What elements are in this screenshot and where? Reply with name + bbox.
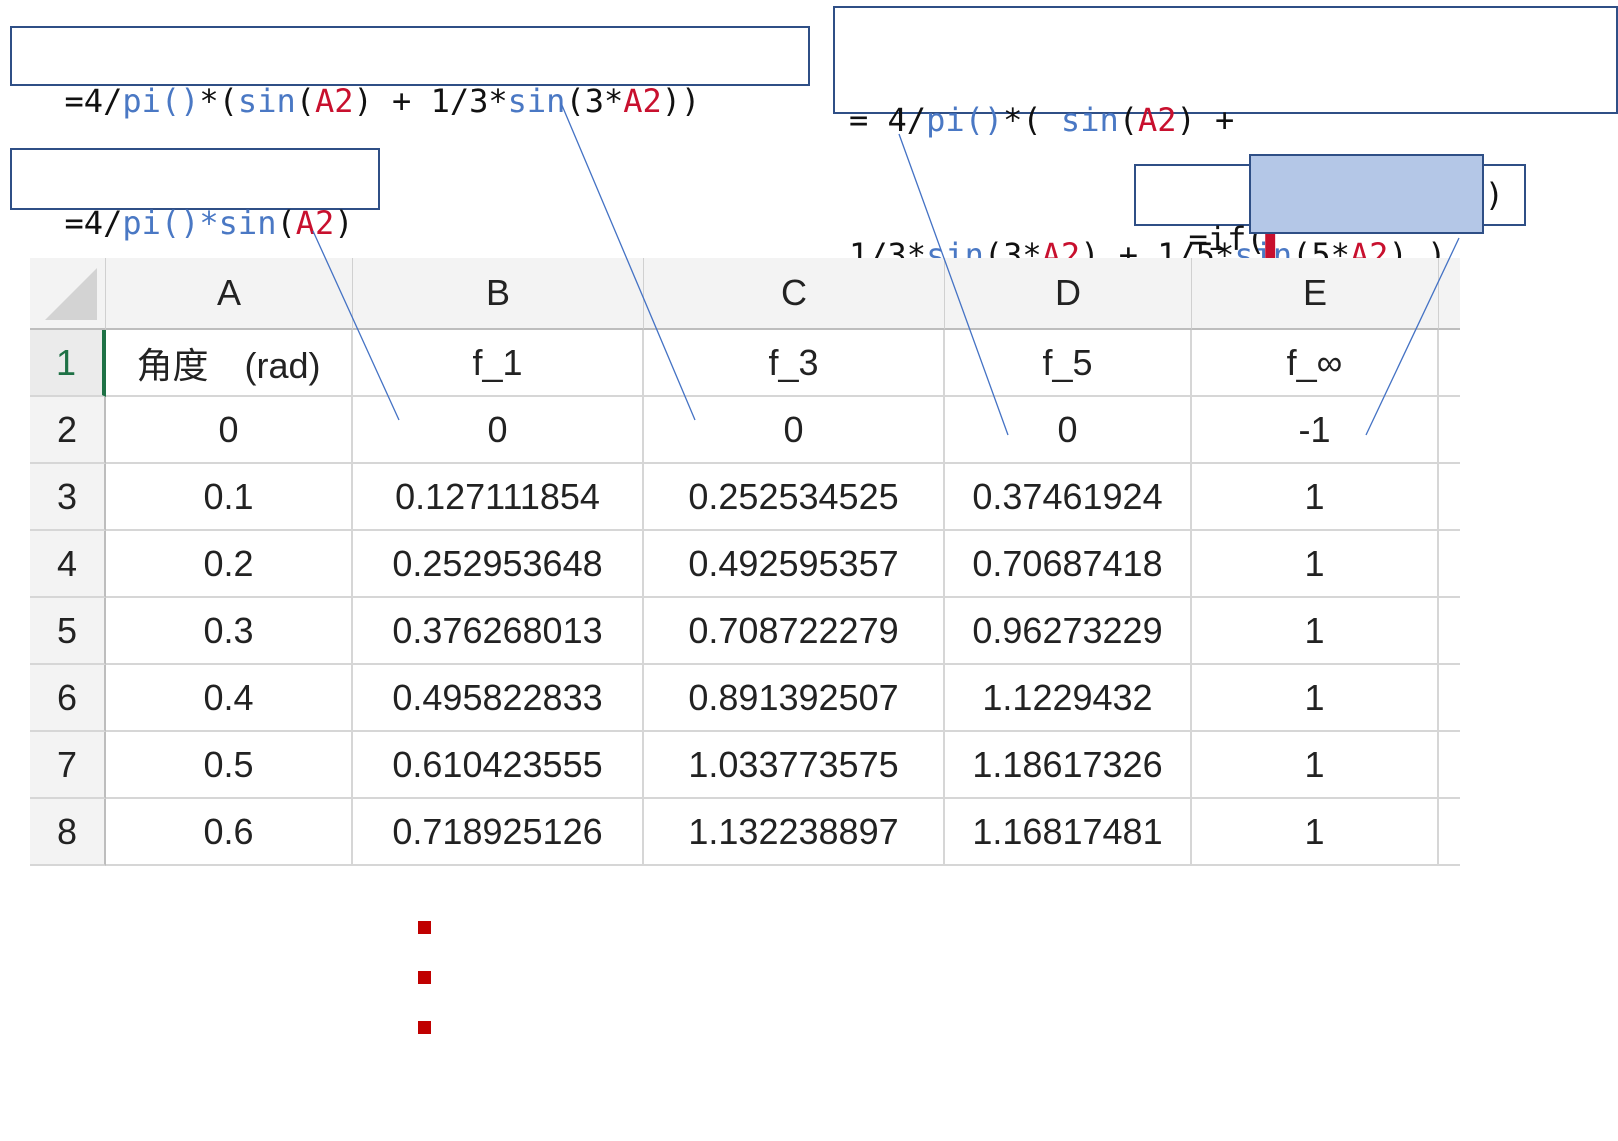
formula-token: ( xyxy=(276,204,296,242)
row-header-4[interactable]: 4 xyxy=(30,531,106,598)
formula-token: *( xyxy=(1003,101,1061,139)
formula-token: sin xyxy=(507,82,566,120)
cell-c6[interactable]: 0.891392507 xyxy=(644,665,945,732)
formula-token: ) xyxy=(334,204,354,242)
select-all-triangle-icon xyxy=(45,268,97,320)
cell-b7[interactable]: 0.610423555 xyxy=(353,732,644,799)
cell-d1[interactable]: f_5 xyxy=(945,330,1192,397)
column-header-c[interactable]: C xyxy=(644,258,945,330)
cell-b5[interactable]: 0.376268013 xyxy=(353,598,644,665)
cell-e2[interactable]: -1 xyxy=(1192,397,1439,464)
formula-token: ) + 1/3* xyxy=(353,82,508,120)
cell-b1[interactable]: f_1 xyxy=(353,330,644,397)
row-header-6[interactable]: 6 xyxy=(30,665,106,732)
column-header-d[interactable]: D xyxy=(945,258,1192,330)
cell-b4[interactable]: 0.252953648 xyxy=(353,531,644,598)
cell-c1[interactable]: f_3 xyxy=(644,330,945,397)
cell-filler xyxy=(1439,531,1460,598)
cell-b2[interactable]: 0 xyxy=(353,397,644,464)
formula-token: ) + xyxy=(1176,101,1235,139)
row-header-7[interactable]: 7 xyxy=(30,732,106,799)
cell-filler xyxy=(1439,732,1460,799)
formula-token: ( xyxy=(1118,101,1138,139)
cell-filler xyxy=(1439,665,1460,732)
spreadsheet-grid: A B C D E 1 角度 (rad) f_1 f_3 f_5 f_∞ 2 0 0 0 0 -1 3 0.1 0.1… xyxy=(30,258,1460,866)
cell-a6[interactable]: 0.4 xyxy=(106,665,353,732)
cell-c2[interactable]: 0 xyxy=(644,397,945,464)
formula-token: A2 xyxy=(314,82,354,120)
ellipsis-dot xyxy=(418,1021,431,1034)
row-header-5[interactable]: 5 xyxy=(30,598,106,665)
row-header-2[interactable]: 2 xyxy=(30,397,106,464)
cell-d6[interactable]: 1.1229432 xyxy=(945,665,1192,732)
formula-token: = 4/ xyxy=(849,101,927,139)
formula-token: =4/ xyxy=(64,204,123,242)
row-header-8[interactable]: 8 xyxy=(30,799,106,866)
cell-b3[interactable]: 0.127111854 xyxy=(353,464,644,531)
cell-a7[interactable]: 0.5 xyxy=(106,732,353,799)
column-header-filler xyxy=(1439,258,1460,330)
cell-a2[interactable]: 0 xyxy=(106,397,353,464)
formula-token: )) xyxy=(661,82,701,120)
formula-token: =4/ xyxy=(64,82,123,120)
ellipsis-dot xyxy=(418,921,431,934)
formula-token: pi() xyxy=(122,82,200,120)
select-all-corner[interactable] xyxy=(30,258,106,330)
cell-d2[interactable]: 0 xyxy=(945,397,1192,464)
cell-a5[interactable]: 0.3 xyxy=(106,598,353,665)
cell-filler xyxy=(1439,598,1460,665)
formula-text-f3: =4/pi()*(sin(A2) + 1/3*sin(3*A2)) xyxy=(65,82,701,120)
cell-a1[interactable]: 角度 (rad) xyxy=(106,330,353,397)
cell-filler xyxy=(1439,464,1460,531)
cell-e1[interactable]: f_∞ xyxy=(1192,330,1439,397)
cell-c5[interactable]: 0.708722279 xyxy=(644,598,945,665)
column-header-b[interactable]: B xyxy=(353,258,644,330)
cell-e5[interactable]: 1 xyxy=(1192,598,1439,665)
formula-token: sin xyxy=(1060,101,1119,139)
formula-token: sin xyxy=(237,82,296,120)
cell-e7[interactable]: 1 xyxy=(1192,732,1439,799)
cell-c8[interactable]: 1.132238897 xyxy=(644,799,945,866)
cell-c7[interactable]: 1.033773575 xyxy=(644,732,945,799)
formula-token: A2 xyxy=(295,204,335,242)
formula-callout-f1: =4/pi()*sin(A2) xyxy=(10,148,380,242)
cell-d5[interactable]: 0.96273229 xyxy=(945,598,1192,665)
cell-d3[interactable]: 0.37461924 xyxy=(945,464,1192,531)
cell-c4[interactable]: 0.492595357 xyxy=(644,531,945,598)
column-header-e[interactable]: E xyxy=(1192,258,1439,330)
cell-b6[interactable]: 0.495822833 xyxy=(353,665,644,732)
cell-e6[interactable]: 1 xyxy=(1192,665,1439,732)
formula-callout-f3: =4/pi()*(sin(A2) + 1/3*sin(3*A2)) xyxy=(10,26,810,120)
formula-token: pi()*sin xyxy=(122,204,277,242)
formula-token: A2 xyxy=(623,82,662,120)
formula-token: ( xyxy=(295,82,315,120)
cell-a4[interactable]: 0.2 xyxy=(106,531,353,598)
formula-token: pi() xyxy=(926,101,1004,139)
cell-filler xyxy=(1439,799,1460,866)
cell-e3[interactable]: 1 xyxy=(1192,464,1439,531)
formula-text-f1: =4/pi()*sin(A2) xyxy=(65,204,354,242)
cell-e4[interactable]: 1 xyxy=(1192,531,1439,598)
cell-a8[interactable]: 0.6 xyxy=(106,799,353,866)
cell-d7[interactable]: 1.18617326 xyxy=(945,732,1192,799)
cell-d4[interactable]: 0.70687418 xyxy=(945,531,1192,598)
formula-text-finf-suffix: ) xyxy=(1484,176,1504,214)
cell-c3[interactable]: 0.252534525 xyxy=(644,464,945,531)
row-header-3[interactable]: 3 xyxy=(30,464,106,531)
formula-mask-box xyxy=(1249,154,1484,234)
formula-token: (3* xyxy=(565,82,624,120)
column-header-a[interactable]: A xyxy=(106,258,353,330)
cell-filler xyxy=(1439,330,1460,397)
ellipsis-dot xyxy=(418,971,431,984)
cell-e8[interactable]: 1 xyxy=(1192,799,1439,866)
cell-filler xyxy=(1439,397,1460,464)
row-header-1[interactable]: 1 xyxy=(30,330,106,397)
formula-text-f5-line1: = 4/pi()*( sin(A2) + xyxy=(849,98,1602,143)
cell-a3[interactable]: 0.1 xyxy=(106,464,353,531)
formula-token: A2 xyxy=(1137,101,1177,139)
cell-d8[interactable]: 1.16817481 xyxy=(945,799,1192,866)
cell-b8[interactable]: 0.718925126 xyxy=(353,799,644,866)
formula-token: *( xyxy=(199,82,238,120)
formula-callout-f5: = 4/pi()*( sin(A2) + 1/3*sin(3*A2) + 1/5… xyxy=(833,6,1618,274)
